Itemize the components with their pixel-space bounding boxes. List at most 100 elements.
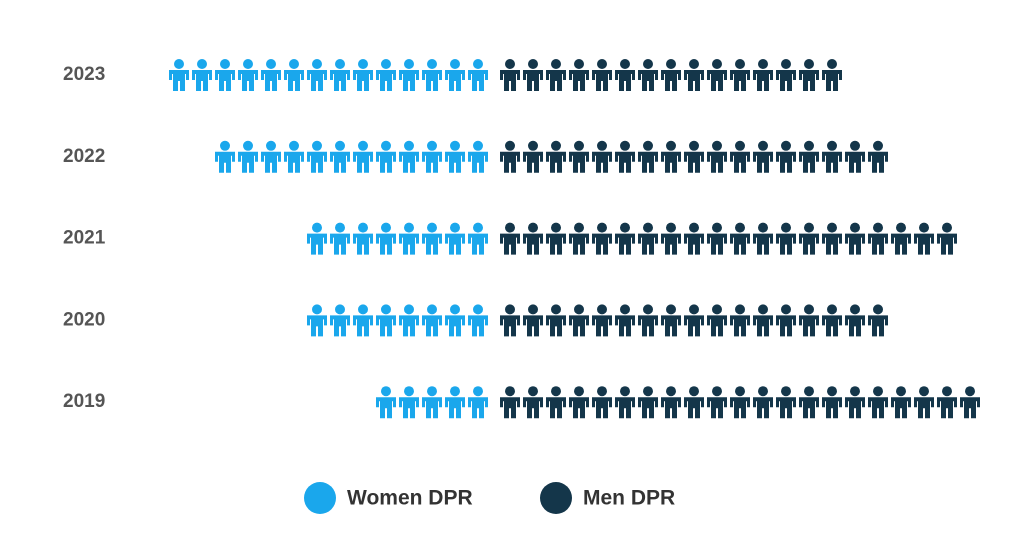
person-icon [822,59,842,91]
person-icon [661,386,681,419]
icon-body [730,315,750,337]
icon-body [376,233,396,255]
person-icon [868,222,888,255]
icon-head [850,304,860,315]
women-icons [215,140,488,173]
icon-body [445,70,465,91]
icon-body [569,151,589,173]
icon-body [707,315,727,337]
icon-body [799,233,819,255]
icon-body [546,70,566,91]
person-icon [445,304,465,337]
icon-head [505,59,515,69]
person-icon [684,386,704,419]
person-icon [399,140,419,173]
icon-body [422,397,442,419]
person-icon [822,304,842,337]
person-icon [937,386,957,419]
icon-body [330,315,350,337]
icon-head [551,304,561,315]
icon-head [781,59,791,69]
icon-body [569,397,589,419]
person-icon [730,140,750,173]
icon-body [468,70,488,91]
icon-body [822,151,842,173]
person-icon [799,222,819,255]
person-icon [845,222,865,255]
person-icon [546,304,566,337]
icon-head [597,59,607,69]
icon-head [174,59,184,69]
icon-head [735,222,745,233]
person-icon [914,222,934,255]
icon-body [261,70,281,91]
person-icon [546,386,566,419]
icon-head [850,386,860,397]
icon-body [730,151,750,173]
person-icon [468,222,488,255]
icon-head [381,386,391,397]
icon-head [404,304,414,315]
icon-body [684,397,704,419]
men-icons [500,304,888,337]
person-icon [615,304,635,337]
icon-body [445,151,465,173]
icon-head [735,304,745,315]
person-icon [523,140,543,173]
icon-head [597,386,607,397]
person-icon [776,304,796,337]
person-icon [399,59,419,91]
person-icon [799,304,819,337]
icon-head [505,140,515,151]
person-icon [615,140,635,173]
icon-body [422,70,442,91]
icon-head [827,59,837,69]
icon-head [735,386,745,397]
icon-head [381,59,391,69]
icon-head [827,222,837,233]
icon-body [707,151,727,173]
icon-head [551,222,561,233]
icon-body [353,151,373,173]
person-icon [845,140,865,173]
icon-head [804,140,814,151]
legend-marker [304,482,336,514]
icon-body [399,397,419,419]
person-icon [422,386,442,419]
icon-head [827,140,837,151]
icon-head [597,222,607,233]
icon-head [666,222,676,233]
icon-head [942,222,952,233]
person-icon [753,59,773,91]
icon-body [753,151,773,173]
women-icons [169,59,488,91]
icon-body [845,397,865,419]
icon-body [638,315,658,337]
person-icon [868,304,888,337]
person-icon [684,140,704,173]
person-icon [615,222,635,255]
icon-body [937,397,957,419]
person-icon [592,222,612,255]
person-icon [799,59,819,91]
person-icon [776,59,796,91]
icon-body [523,315,543,337]
icon-body [661,397,681,419]
person-icon [684,222,704,255]
icon-body [284,151,304,173]
icon-body [307,70,327,91]
icon-head [528,140,538,151]
icon-head [358,59,368,69]
icon-body [661,70,681,91]
icon-head [427,140,437,151]
icon-head [620,140,630,151]
icon-body [615,315,635,337]
icon-head [689,304,699,315]
men-icons [500,386,980,419]
icon-head [473,222,483,233]
person-icon [468,304,488,337]
icon-head [427,222,437,233]
icon-head [358,140,368,151]
icon-head [335,59,345,69]
icon-body [799,70,819,91]
